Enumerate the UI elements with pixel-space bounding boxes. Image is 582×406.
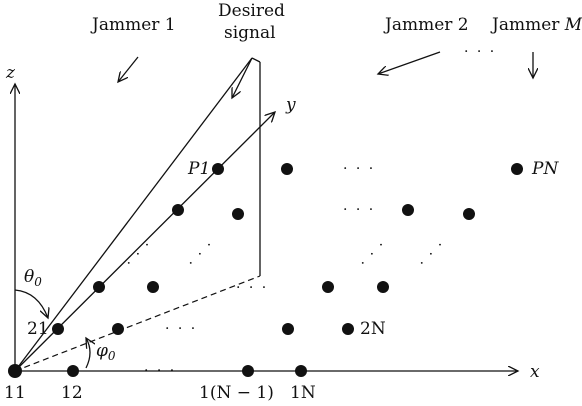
phi0-arc (86, 338, 90, 369)
element-1n (295, 365, 307, 377)
array-elements (8, 163, 523, 378)
y-axis-label: y (285, 95, 296, 115)
element-pn (511, 163, 523, 175)
ellipsis-column-n-1: · · · (356, 237, 390, 271)
ellipsis-mid: · · · (236, 280, 268, 296)
ellipsis-row1: · · · (144, 363, 176, 379)
p1-label: P1 (187, 159, 210, 179)
element-12 (67, 365, 79, 377)
ellipsis-row-p: · · · (343, 161, 375, 177)
signal-top-edge (251, 57, 261, 63)
element-rowp-1-2 (232, 208, 244, 220)
jammer2-arrow (378, 51, 441, 74)
phi0-label: φ0 (96, 341, 116, 363)
ellipsis-column-1: · · · (122, 237, 156, 271)
element-12-label: 12 (61, 383, 83, 403)
pn-label: PN (531, 159, 559, 179)
element-row3-n (377, 281, 389, 293)
element-row2-n-1 (282, 323, 294, 335)
jammer-m-label: Jammer M (490, 15, 582, 35)
element-11 (8, 364, 22, 378)
element-p1 (212, 163, 224, 175)
element-p2 (281, 163, 293, 175)
element-rowp-1-1 (172, 204, 184, 216)
element-21 (52, 323, 64, 335)
theta0-label: θ0 (24, 267, 42, 289)
element-22 (112, 323, 124, 335)
element-2n-label: 2N (360, 319, 386, 339)
x-axis-label: x (530, 362, 540, 382)
element-1n-1 (242, 365, 254, 377)
ellipsis-row2: · · · (165, 321, 197, 337)
element-rowp-1-n (463, 208, 475, 220)
z-axis-label: z (5, 63, 16, 83)
element-rowp-1-n-1 (402, 204, 414, 216)
element-11-label: 11 (4, 383, 26, 403)
element-1n-1-label: 1(N − 1) (199, 383, 274, 403)
ellipsis-jammers: · · · (464, 44, 496, 60)
element-21-label: 21 (27, 319, 49, 339)
element-2n (342, 323, 354, 335)
jammer1-arrow (118, 56, 139, 82)
ellipsis-column-2: · · · (184, 237, 218, 271)
jammer1-label: Jammer 1 (90, 15, 176, 35)
ellipsis-row-p-1: · · · (343, 202, 375, 218)
theta0-arc (14, 289, 48, 318)
element-row3-1 (93, 281, 105, 293)
signal-projection-line (14, 275, 261, 372)
element-1n-label: 1N (290, 383, 316, 403)
desired-signal-arrow (232, 57, 253, 98)
element-row3-2 (147, 281, 159, 293)
ellipsis-column-n: · · · (415, 237, 449, 271)
desired-signal-label-line1: Desired (218, 1, 285, 21)
jammer2-label: Jammer 2 (383, 15, 469, 35)
desired-signal-label-line2: signal (224, 23, 276, 43)
element-row3-n-1 (322, 281, 334, 293)
desired-signal-ray (14, 57, 253, 372)
